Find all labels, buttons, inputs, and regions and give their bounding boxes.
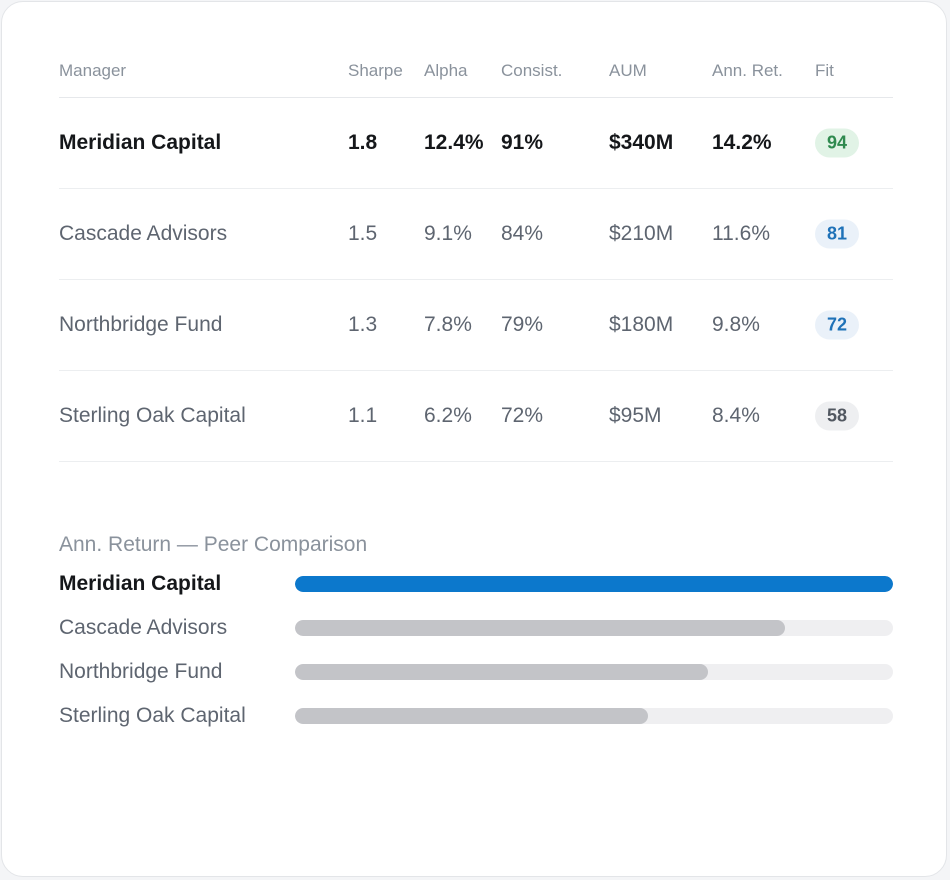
- sharpe-value: 1.1: [348, 404, 378, 427]
- consistency-value: 84%: [501, 222, 544, 245]
- managers-table: Manager Sharpe Alpha Consist. AUM Ann. R…: [59, 42, 893, 462]
- header-consistency[interactable]: Consist.: [501, 61, 563, 80]
- comparison-bar-row: Sterling Oak Capital: [59, 694, 893, 738]
- table-header: Manager Sharpe Alpha Consist. AUM Ann. R…: [59, 42, 893, 98]
- header-ann-ret[interactable]: Ann. Ret.: [712, 61, 783, 80]
- aum-value: $95M: [609, 404, 662, 427]
- header-fit[interactable]: Fit: [815, 61, 834, 80]
- bar-label: Sterling Oak Capital: [59, 704, 246, 727]
- peer-comparison: Ann. Return — Peer Comparison Meridian C…: [59, 530, 893, 738]
- alpha-value: 6.2%: [424, 404, 472, 427]
- ann-ret-value: 14.2%: [712, 131, 772, 154]
- peer-comparison-title: Ann. Return — Peer Comparison: [59, 533, 368, 556]
- comparison-bar-row: Northbridge Fund: [59, 650, 893, 694]
- fit-score-badge: 58: [815, 401, 859, 431]
- comparison-bar-row: Cascade Advisors: [59, 606, 893, 650]
- ann-ret-value: 8.4%: [712, 404, 760, 427]
- consistency-value: 79%: [501, 313, 544, 336]
- aum-value: $340M: [609, 131, 674, 154]
- alpha-value: 9.1%: [424, 222, 472, 245]
- bar-track: [295, 708, 893, 724]
- ann-ret-value: 9.8%: [712, 313, 760, 336]
- ann-ret-value: 11.6%: [712, 222, 770, 245]
- table-row[interactable]: Meridian Capital 1.8 12.4% 91% $340M 14.…: [59, 98, 893, 189]
- aum-value: $210M: [609, 222, 674, 245]
- fit-cell: 58: [815, 401, 859, 431]
- fit-score-badge: 72: [815, 310, 859, 340]
- fit-score-badge: 94: [815, 128, 859, 158]
- table-row[interactable]: Northbridge Fund 1.3 7.8% 79% $180M 9.8%…: [59, 280, 893, 371]
- consistency-value: 91%: [501, 131, 544, 154]
- manager-name: Sterling Oak Capital: [59, 404, 246, 427]
- bar-track: [295, 620, 893, 636]
- manager-name: Northbridge Fund: [59, 313, 223, 336]
- bar-label: Northbridge Fund: [59, 660, 223, 683]
- fit-cell: 72: [815, 310, 859, 340]
- table-row[interactable]: Cascade Advisors 1.5 9.1% 84% $210M 11.6…: [59, 189, 893, 280]
- fit-cell: 94: [815, 128, 859, 158]
- header-aum[interactable]: AUM: [609, 61, 647, 80]
- header-alpha[interactable]: Alpha: [424, 61, 468, 80]
- bar-fill: [295, 576, 893, 592]
- aum-value: $180M: [609, 313, 674, 336]
- table-row[interactable]: Sterling Oak Capital 1.1 6.2% 72% $95M 8…: [59, 371, 893, 462]
- manager-name: Cascade Advisors: [59, 222, 228, 245]
- manager-name: Meridian Capital: [59, 131, 222, 154]
- sharpe-value: 1.5: [348, 222, 378, 245]
- sharpe-value: 1.3: [348, 313, 378, 336]
- fit-cell: 81: [815, 219, 859, 249]
- alpha-value: 12.4%: [424, 131, 484, 154]
- alpha-value: 7.8%: [424, 313, 472, 336]
- consistency-value: 72%: [501, 404, 544, 427]
- bar-fill: [295, 664, 708, 680]
- header-manager[interactable]: Manager: [59, 61, 127, 80]
- header-sharpe[interactable]: Sharpe: [348, 61, 403, 80]
- bar-track: [295, 664, 893, 680]
- sharpe-value: 1.8: [348, 131, 378, 154]
- bar-track: [295, 576, 893, 592]
- bar-label: Cascade Advisors: [59, 616, 228, 639]
- bar-label: Meridian Capital: [59, 572, 222, 595]
- fit-score-badge: 81: [815, 219, 859, 249]
- bar-fill: [295, 708, 648, 724]
- comparison-bar-row: Meridian Capital: [59, 562, 893, 606]
- bar-fill: [295, 620, 786, 636]
